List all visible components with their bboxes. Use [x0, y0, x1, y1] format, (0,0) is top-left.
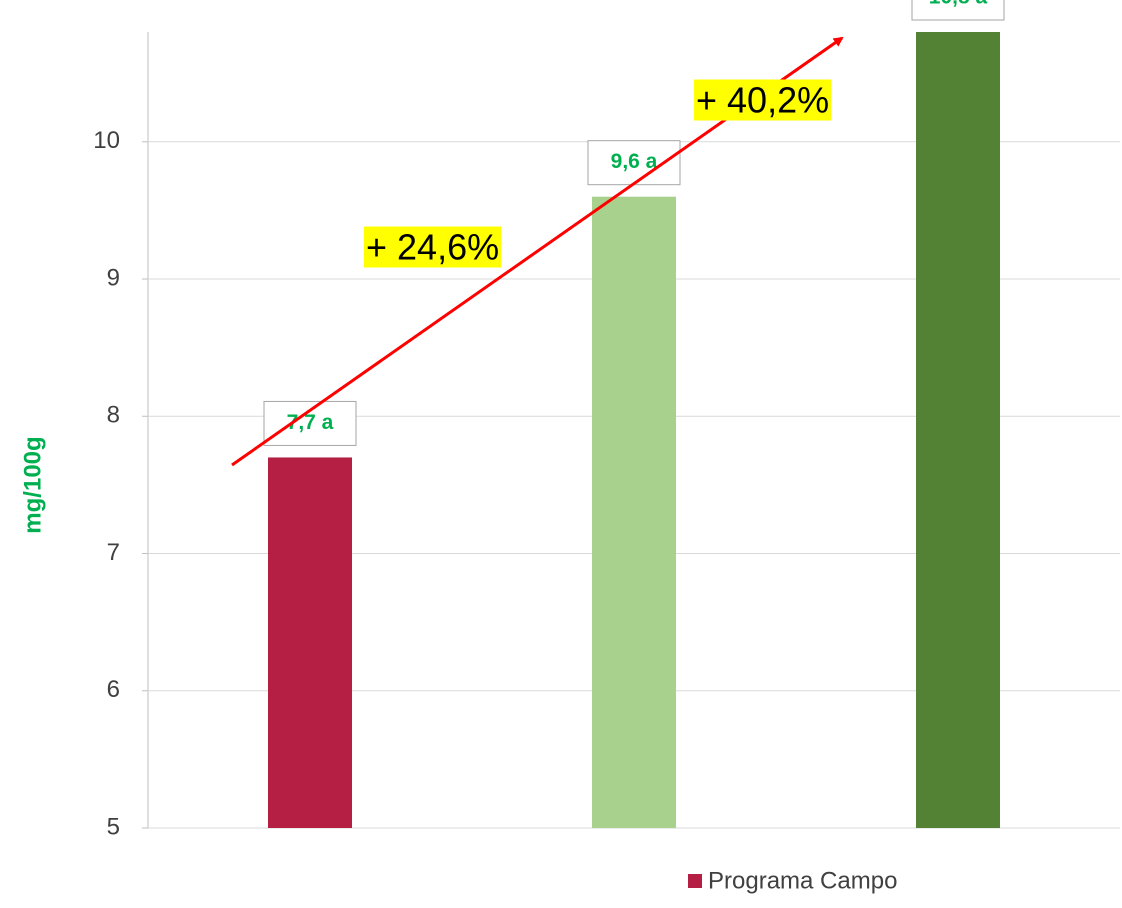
annotation: + 24,6% — [366, 227, 499, 268]
bar — [592, 196, 676, 829]
legend-label: Programa Campo — [708, 867, 897, 894]
y-tick-label: 10 — [93, 127, 120, 154]
y-tick-label: 5 — [107, 813, 120, 840]
annotation: + 40,2% — [696, 80, 829, 121]
value-label: 9,6 a — [611, 150, 658, 173]
y-tick-label: 7 — [107, 539, 120, 566]
value-label-box — [911, 0, 1005, 21]
annotation-highlight — [694, 79, 832, 121]
y-axis-label: mg/100g — [19, 436, 46, 533]
value-label: 10,8 a — [929, 0, 988, 9]
value-label-box — [263, 400, 357, 446]
y-tick-label: 8 — [107, 402, 120, 429]
annotation-highlight — [364, 226, 502, 268]
bar — [268, 457, 352, 828]
legend-swatch — [688, 874, 702, 888]
y-tick-label: 6 — [107, 676, 120, 703]
y-tick-label: 9 — [107, 264, 120, 291]
bar — [916, 32, 1000, 828]
